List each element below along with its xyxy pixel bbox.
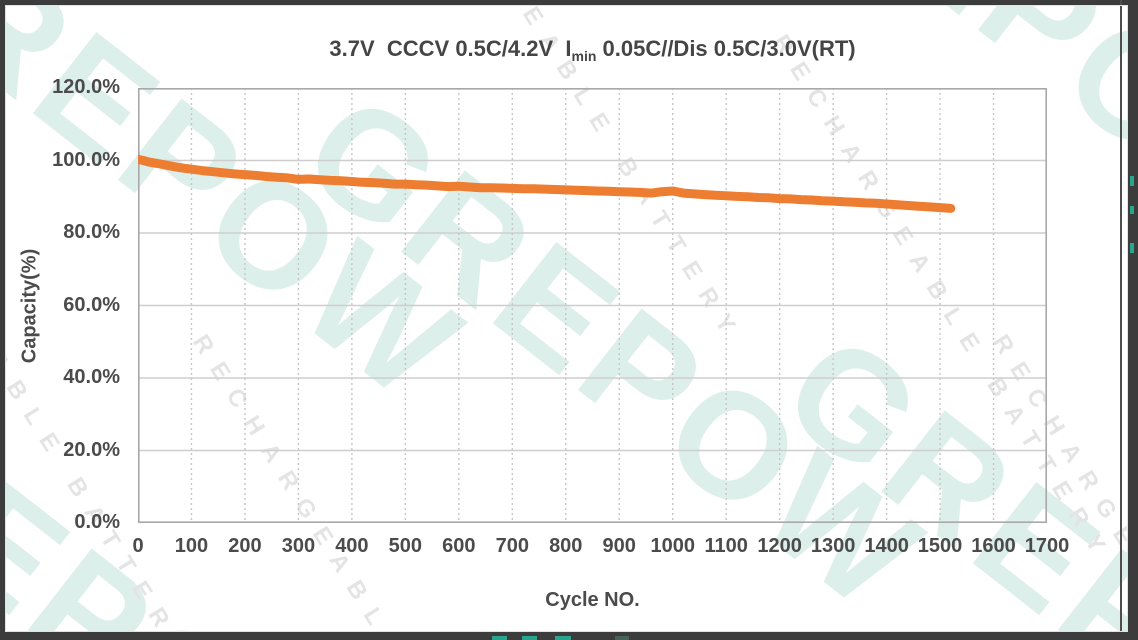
y-tick-label: 0.0%: [74, 511, 120, 533]
grepow-logo-fragment: [1130, 176, 1134, 186]
y-tick-label: 60.0%: [63, 293, 120, 316]
x-tick-label: 1000: [650, 535, 695, 557]
x-tick-label: 800: [549, 535, 583, 557]
x-tick-label: 500: [388, 535, 423, 557]
x-axis-title: Cycle NO.: [545, 589, 640, 611]
chart-title-subscript: min: [571, 48, 597, 64]
chart-title-post: 0.05C//Dis 0.5C/3.0V(RT): [596, 36, 856, 61]
grepow-logo-fragment: [1130, 206, 1134, 214]
x-tick-label: 600: [442, 535, 476, 557]
x-tick-label: 0: [132, 535, 144, 557]
window-border-right: [1128, 0, 1138, 640]
y-tick-label: 120.0%: [52, 76, 120, 98]
x-tick-label: 1600: [971, 535, 1016, 557]
x-tick-label: 200: [228, 535, 262, 557]
x-tick-label: 1300: [810, 535, 856, 557]
x-tick-label: 1100: [704, 535, 748, 557]
grepow-logo-fragment: [555, 636, 571, 640]
plot-area: [138, 88, 1047, 523]
window-border-right-inner-line: [1120, 0, 1122, 640]
y-tick-label: 20.0%: [63, 438, 120, 461]
x-axis-ticks: 0 100 200 300 400 500 600 700 800 900 1000 1100 1200…: [132, 535, 1069, 561]
window-border-left: [0, 0, 5, 640]
x-tick-label: 100: [174, 535, 209, 557]
y-axis-ticks: 120.0% 100.0% 80.0% 60.0% 40.0% 20.0% 0.0%: [0, 76, 124, 533]
x-tick-label: 1500: [917, 535, 963, 557]
grepow-logo-fragment-dim: [615, 636, 629, 640]
x-tick-label: 700: [495, 535, 529, 557]
plot-border: [138, 88, 1047, 523]
x-tick-label: 900: [602, 535, 636, 557]
x-tick-label: 1200: [757, 535, 802, 557]
grepow-logo-fragment: [1130, 243, 1134, 253]
chart-title-pre: 3.7V CCCV 0.5C/4.2V I: [329, 36, 572, 61]
y-tick-label: 40.0%: [63, 366, 120, 388]
chart-svg: [138, 88, 1047, 523]
y-tick-label: 80.0%: [63, 221, 120, 243]
x-tick-label: 300: [281, 535, 316, 557]
x-tick-label: 1700: [1024, 535, 1070, 557]
x-tick-label: 1400: [864, 535, 909, 557]
chart-title: 3.7V CCCV 0.5C/4.2V Imin 0.05C//Dis 0.5C…: [138, 36, 1047, 64]
y-tick-label: 100.0%: [52, 148, 120, 171]
x-tick-label: 400: [335, 535, 369, 557]
grepow-logo-fragment: [522, 636, 537, 640]
capacity-series-line: [138, 154, 956, 213]
grepow-logo-fragment: [492, 636, 507, 640]
window-border-top: [0, 0, 1138, 5]
